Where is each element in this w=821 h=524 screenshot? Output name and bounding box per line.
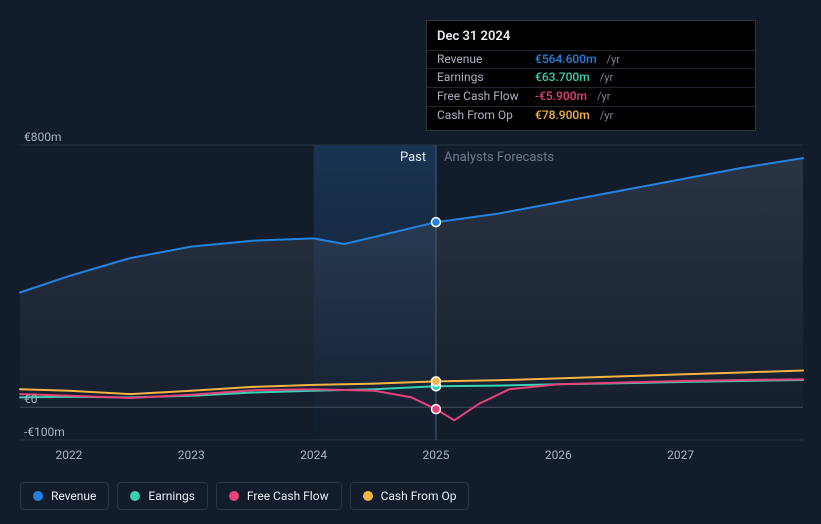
x-tick-label: 2025: [422, 448, 449, 462]
tooltip-row-value: €564.600m: [535, 52, 597, 68]
tooltip-row-unit: /yr: [597, 90, 610, 104]
tooltip-row: Earnings €63.700m/yr: [427, 68, 755, 87]
x-tick-label: 2023: [178, 448, 205, 462]
y-tick-label: -€100m: [24, 425, 65, 439]
future-label: Analysts Forecasts: [444, 150, 554, 165]
tooltip-date: Dec 31 2024: [427, 27, 755, 50]
legend-item-earnings[interactable]: Earnings: [117, 482, 208, 510]
tooltip-row: Cash From Op €78.900m/yr: [427, 106, 755, 125]
tooltip-row-value: -€5.900m: [535, 89, 587, 105]
tooltip-row-unit: /yr: [607, 53, 620, 67]
tooltip-row-value: €63.700m: [535, 70, 590, 86]
y-tick-label: €0: [24, 392, 38, 406]
legend-label: Earnings: [148, 489, 195, 503]
hover-tooltip: Dec 31 2024 Revenue €564.600m/yr Earnings €…: [426, 20, 756, 131]
tooltip-row-label: Earnings: [437, 70, 527, 86]
x-tick-label: 2026: [545, 448, 572, 462]
legend-label: Free Cash Flow: [247, 489, 329, 503]
tooltip-row: Revenue €564.600m/yr: [427, 50, 755, 69]
tooltip-row-label: Revenue: [437, 52, 527, 68]
tooltip-row-label: Free Cash Flow: [437, 89, 527, 105]
legend-swatch: [130, 491, 140, 501]
legend-swatch: [229, 491, 239, 501]
legend-swatch: [33, 491, 43, 501]
legend-item-fcf[interactable]: Free Cash Flow: [216, 482, 342, 510]
financial-chart[interactable]: Past Analysts Forecasts €800m €0 -€100m 20…: [0, 0, 821, 524]
legend-swatch: [363, 491, 373, 501]
tooltip-row-unit: /yr: [600, 71, 613, 85]
x-tick-label: 2024: [300, 448, 327, 462]
legend-item-cfo[interactable]: Cash From Op: [350, 482, 470, 510]
legend-label: Revenue: [51, 489, 96, 503]
tooltip-row-unit: /yr: [600, 109, 613, 123]
past-label: Past: [400, 150, 426, 165]
tooltip-row-value: €78.900m: [535, 108, 590, 124]
x-tick-label: 2027: [667, 448, 694, 462]
legend: Revenue Earnings Free Cash Flow Cash From O…: [20, 482, 469, 510]
x-tick-label: 2022: [55, 448, 82, 462]
legend-label: Cash From Op: [381, 489, 457, 503]
y-tick-label: €800m: [24, 130, 62, 144]
legend-item-revenue[interactable]: Revenue: [20, 482, 109, 510]
tooltip-row-label: Cash From Op: [437, 108, 527, 124]
tooltip-row: Free Cash Flow -€5.900m/yr: [427, 87, 755, 106]
